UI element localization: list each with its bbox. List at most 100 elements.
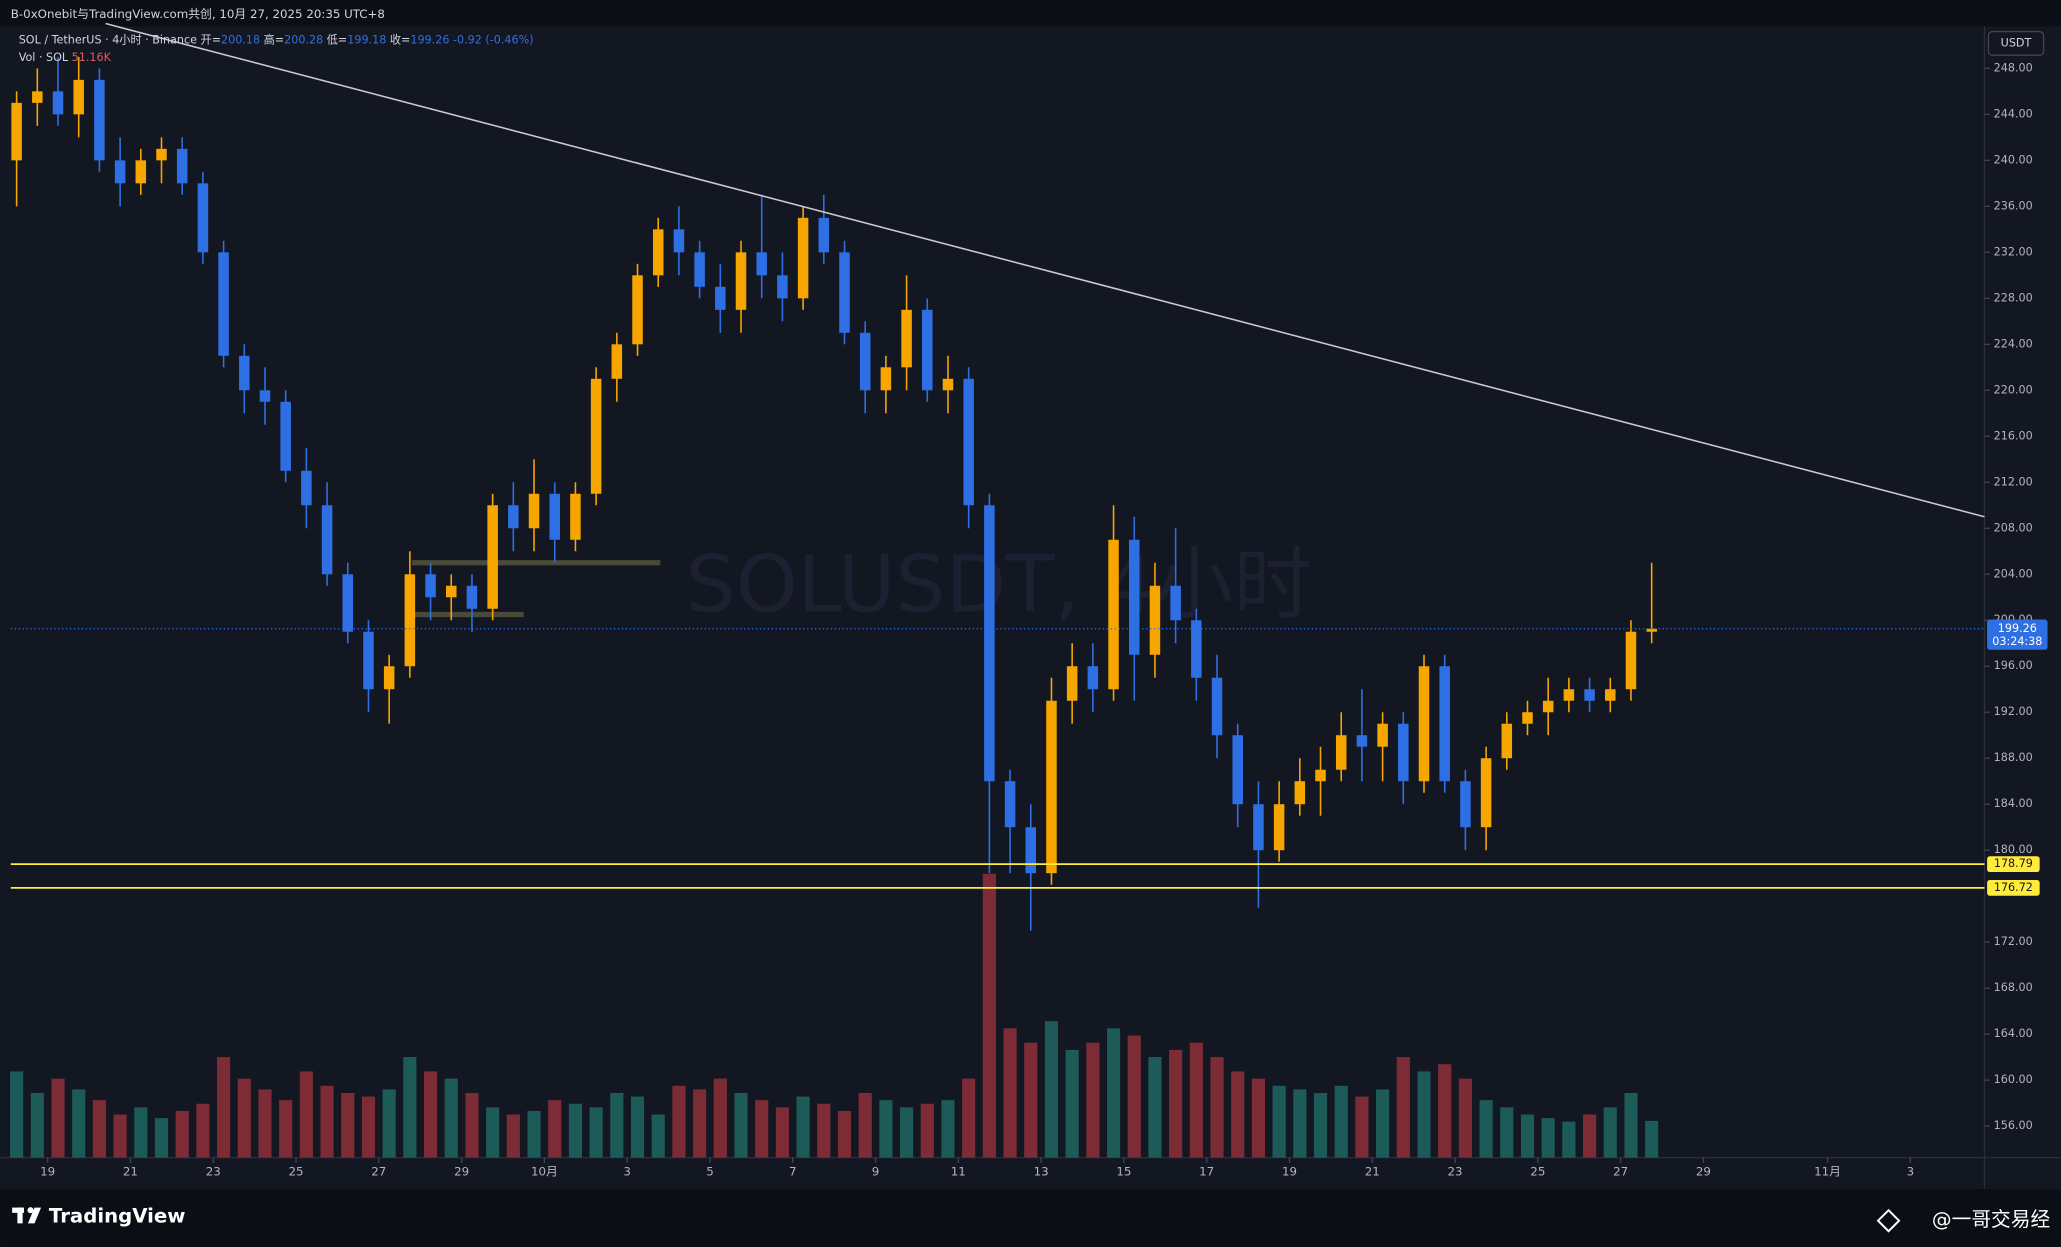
candle-body bbox=[1563, 689, 1575, 701]
header-title: B-0xOnebit与TradingView.com共创, 10月 27, 20… bbox=[11, 7, 385, 21]
x-tick-label: 10月 bbox=[531, 1165, 558, 1179]
candle-body bbox=[528, 493, 540, 529]
candle-body bbox=[1460, 781, 1471, 828]
volume-bar bbox=[196, 1103, 210, 1158]
volume-bar bbox=[1645, 1120, 1659, 1158]
candle-body bbox=[1335, 735, 1347, 770]
candle-body bbox=[1191, 620, 1202, 678]
volume-bar bbox=[444, 1078, 458, 1158]
volume-bar bbox=[941, 1100, 955, 1158]
candle-body bbox=[756, 252, 767, 276]
x-tick-label: 13 bbox=[1034, 1165, 1049, 1179]
candle-body bbox=[963, 378, 974, 506]
volume-bar bbox=[1417, 1071, 1431, 1158]
y-tick-label: 216.00 bbox=[1994, 429, 2033, 442]
candle-body bbox=[922, 309, 933, 391]
volume-bar bbox=[1293, 1089, 1307, 1158]
volume-bar bbox=[817, 1103, 831, 1158]
candle-body bbox=[52, 91, 64, 115]
candle-body bbox=[363, 631, 374, 690]
x-tick-label: 5 bbox=[706, 1165, 714, 1179]
volume-bar bbox=[1313, 1092, 1328, 1158]
y-tick-label: 172.00 bbox=[1994, 935, 2033, 948]
volume-bar bbox=[217, 1057, 231, 1158]
candle-body bbox=[652, 229, 664, 276]
candle-body bbox=[632, 275, 643, 345]
price-line-tag bbox=[1987, 856, 2040, 872]
candle-body bbox=[1170, 585, 1181, 621]
candle-body bbox=[1398, 723, 1409, 782]
watermark: SOLUSDT, 4小时 bbox=[686, 538, 1313, 630]
y-tick-label: 228.00 bbox=[1994, 291, 2033, 304]
y-tick-label: 208.00 bbox=[1994, 521, 2033, 534]
currency[interactable]: USDT bbox=[2001, 36, 2032, 49]
candle-body bbox=[466, 585, 478, 609]
price-line-label: 176.72 bbox=[1994, 881, 2033, 894]
y-tick-label: 204.00 bbox=[1994, 567, 2033, 580]
x-tick-label: 9 bbox=[872, 1165, 880, 1179]
y-tick-label: 240.00 bbox=[1994, 153, 2033, 166]
volume-bar bbox=[775, 1107, 789, 1158]
candle-body bbox=[259, 390, 271, 402]
volume-bar bbox=[154, 1118, 169, 1158]
x-tick-label: 3 bbox=[1907, 1165, 1915, 1179]
volume-bar bbox=[403, 1057, 417, 1158]
x-tick-label: 15 bbox=[1116, 1165, 1131, 1179]
volume-bar bbox=[1334, 1085, 1348, 1158]
volume-bar bbox=[486, 1107, 500, 1158]
candle-body bbox=[735, 252, 747, 310]
candle-body bbox=[1232, 735, 1243, 805]
y-tick-label: 164.00 bbox=[1994, 1027, 2033, 1040]
volume-bar bbox=[796, 1096, 810, 1158]
candle-body bbox=[1418, 666, 1430, 782]
candle-body bbox=[197, 183, 209, 253]
trendline bbox=[105, 22, 1985, 518]
volume-bar bbox=[299, 1071, 313, 1158]
candle-body bbox=[1542, 700, 1554, 713]
candle-body bbox=[1273, 804, 1285, 851]
candle-body bbox=[176, 148, 188, 184]
candle-body bbox=[673, 229, 685, 253]
currency-box[interactable] bbox=[1987, 30, 2045, 56]
candle-body bbox=[114, 160, 126, 184]
candle-body bbox=[404, 574, 416, 667]
candle-body bbox=[383, 666, 395, 690]
y-tick-label: 236.00 bbox=[1994, 199, 2033, 212]
x-tick-label: 21 bbox=[123, 1165, 138, 1179]
candle-body bbox=[1108, 539, 1119, 690]
volume-bar bbox=[1106, 1028, 1121, 1158]
volume-bar bbox=[548, 1100, 562, 1158]
candle-body bbox=[694, 252, 705, 287]
volume-bar bbox=[72, 1089, 86, 1158]
volume-legend-value: 51.16K bbox=[72, 51, 112, 64]
x-tick-label: 19 bbox=[40, 1165, 55, 1179]
legend-line: SOL / TetherUS · 4小时 · Binance 开=200.18 … bbox=[19, 33, 534, 47]
footer-brand: TradingView bbox=[49, 1204, 186, 1227]
volume-bar bbox=[320, 1085, 334, 1158]
legend-value: 200.18 bbox=[221, 34, 260, 47]
plot-area: SOLUSDT, 4小时 bbox=[10, 22, 1985, 1158]
candle-body bbox=[1480, 758, 1492, 828]
y-tick-label: 160.00 bbox=[1994, 1073, 2033, 1086]
y-tick-label: 212.00 bbox=[1994, 475, 2033, 488]
candle-body bbox=[1522, 712, 1533, 724]
volume-bar bbox=[465, 1092, 479, 1158]
volume-bar bbox=[713, 1078, 727, 1158]
legend-value: 199.18 bbox=[347, 34, 386, 47]
volume-bar bbox=[1458, 1078, 1472, 1158]
volume-bar bbox=[1520, 1114, 1535, 1158]
candle-body bbox=[94, 79, 105, 161]
volume-bar bbox=[630, 1096, 645, 1158]
candle-body bbox=[239, 355, 250, 391]
footer-bar bbox=[0, 1189, 2061, 1247]
y-tick-label: 184.00 bbox=[1994, 797, 2033, 810]
volume-bar bbox=[1272, 1085, 1286, 1158]
candle-body bbox=[1625, 631, 1637, 690]
candle-body bbox=[487, 505, 498, 609]
legend-symbol: SOL / TetherUS · 4小时 · Binance bbox=[19, 34, 197, 47]
candle-body bbox=[1356, 735, 1368, 747]
legend-label: 高= bbox=[264, 33, 285, 47]
x-tick-label: 11 bbox=[951, 1165, 966, 1179]
y-tick-label: 180.00 bbox=[1994, 843, 2033, 856]
